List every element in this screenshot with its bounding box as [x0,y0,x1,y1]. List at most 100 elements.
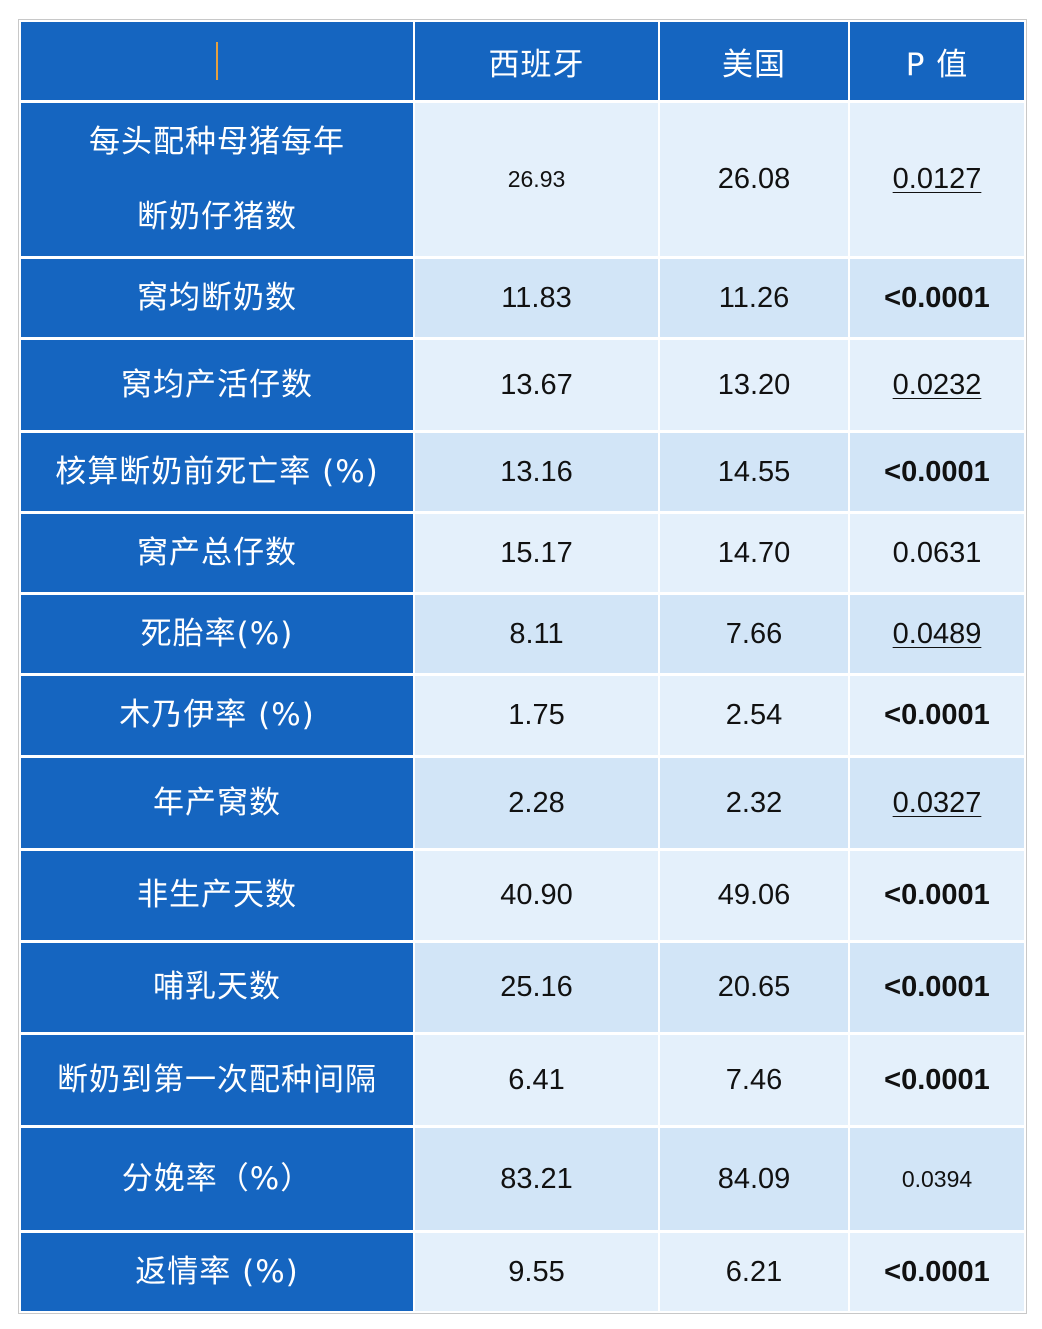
row-label-text: 哺乳天数 [153,969,281,1005]
spain-value-text: 13.16 [500,455,573,488]
usa-value-cell: 14.55 [660,433,848,511]
spain-value-cell: 6.41 [415,1035,658,1125]
spain-value-cell: 25.16 [415,943,658,1032]
usa-value-text: 6.21 [725,1255,783,1288]
spain-value-cell: 13.16 [415,433,658,511]
usa-value-text: 84.09 [717,1162,791,1195]
p-value-cell: 0.0327 [850,758,1024,848]
spain-value-text: 6.41 [508,1063,565,1096]
row-label-text: 木乃伊率 (%) [119,697,315,733]
p-value-cell: 0.0631 [850,514,1024,592]
usa-value-cell: 26.08 [660,103,848,256]
p-value-cell: <0.0001 [850,433,1024,511]
column-header-text: P 值 [905,46,969,83]
row-label: 核算断奶前死亡率 (%) [21,433,413,511]
usa-value-text: 7.46 [725,1063,783,1096]
p-value-cell: <0.0001 [850,1035,1024,1125]
usa-value-text: 14.70 [717,536,791,569]
spain-value-cell: 15.17 [415,514,658,592]
usa-value-text: 26.08 [717,163,791,195]
row-label-text: 死胎率(%) [140,615,294,652]
row-label-text: 窝产总仔数 [137,534,297,571]
row-label-text: 每头配种母猪每年 [89,123,345,160]
usa-value-cell: 2.32 [660,758,848,848]
p-value-text: <0.0001 [884,1255,990,1288]
row-label: 断奶到第一次配种间隔 [21,1035,413,1125]
row-label: 哺乳天数 [21,943,413,1032]
spain-value-cell: 9.55 [415,1233,658,1311]
row-label: 每头配种母猪每年 断奶仔猪数 [21,103,413,256]
spain-value-cell: 13.67 [415,340,658,430]
p-value-text: 0.0631 [892,536,982,569]
usa-value-cell: 7.66 [660,595,848,673]
row-label: 窝均产活仔数 [21,340,413,430]
spain-value-cell: 8.11 [415,595,658,673]
row-label-text: 窝均产活仔数 [121,366,313,403]
row-label: 分娩率（%） [21,1128,413,1230]
column-header-usa: 美国 [660,22,848,100]
p-value-text: <0.0001 [884,455,990,488]
spain-value-text: 1.75 [508,699,565,731]
row-label: 窝产总仔数 [21,514,413,592]
p-value-cell: 0.0394 [850,1128,1024,1230]
row-label: 年产窝数 [21,758,413,848]
usa-value-cell: 49.06 [660,851,848,940]
spain-value-text: 40.90 [500,879,573,911]
spain-value-text: 25.16 [500,971,573,1003]
column-header-p-value: P 值 [850,22,1024,100]
p-value-text: 0.0394 [901,1165,973,1192]
p-value-text: 0.0127 [892,163,982,195]
usa-value-text: 2.32 [725,786,783,819]
column-header-text: 西班牙 [488,46,585,83]
usa-value-text: 14.55 [717,455,791,488]
usa-value-text: 20.65 [717,971,791,1003]
spain-value-text: 11.83 [501,281,572,314]
p-value-text: 0.0232 [892,368,982,401]
row-label-text: 年产窝数 [153,784,281,821]
p-value-cell: <0.0001 [850,259,1024,337]
usa-value-cell: 14.70 [660,514,848,592]
row-label: 木乃伊率 (%) [21,676,413,755]
row-label-text: 窝均断奶数 [137,279,297,316]
row-label: 死胎率(%) [21,595,413,673]
p-value-cell: <0.0001 [850,851,1024,940]
p-value-text: <0.0001 [884,879,990,911]
usa-value-cell: 20.65 [660,943,848,1032]
usa-value-cell: 11.26 [660,259,848,337]
column-header-metric [21,22,413,100]
row-label-text: 断奶到第一次配种间隔 [57,1061,377,1098]
spain-value-cell: 2.28 [415,758,658,848]
row-label: 返情率 (%) [21,1233,413,1311]
p-value-cell: <0.0001 [850,676,1024,755]
spain-value-text: 15.17 [500,536,573,569]
row-label-text: 断奶仔猪数 [137,198,297,235]
p-value-text: <0.0001 [884,699,990,731]
usa-value-cell: 2.54 [660,676,848,755]
p-value-cell: <0.0001 [850,1233,1024,1311]
spain-value-cell: 1.75 [415,676,658,755]
row-label-text: 返情率 (%) [135,1253,299,1290]
row-label-text: 非生产天数 [137,877,297,913]
spain-value-text: 8.11 [509,617,564,650]
spain-value-cell: 40.90 [415,851,658,940]
spain-value-text: 26.93 [507,166,566,192]
spain-value-cell: 26.93 [415,103,658,256]
spain-value-text: 2.28 [508,786,565,819]
spain-value-text: 83.21 [500,1162,573,1195]
p-value-cell: 0.0232 [850,340,1024,430]
usa-value-text: 7.66 [725,617,783,650]
p-value-text: <0.0001 [884,1063,990,1096]
row-label-text: 核算断奶前死亡率 (%) [55,453,379,490]
p-value-cell: 0.0127 [850,103,1024,256]
column-header-text: 美国 [722,46,786,83]
data-table: 西班牙 美国 P 值 每头配种母猪每年 断奶仔猪数 26.93 26.08 0.0127… [21,22,1024,1311]
usa-value-cell: 84.09 [660,1128,848,1230]
spain-value-cell: 83.21 [415,1128,658,1230]
table-frame: 西班牙 美国 P 值 每头配种母猪每年 断奶仔猪数 26.93 26.08 0.0127… [18,19,1027,1314]
text-cursor [216,42,218,80]
p-value-cell: <0.0001 [850,943,1024,1032]
usa-value-text: 49.06 [717,879,791,911]
usa-value-cell: 13.20 [660,340,848,430]
row-label-text: 分娩率（%） [121,1160,313,1197]
p-value-text: 0.0327 [892,786,982,819]
